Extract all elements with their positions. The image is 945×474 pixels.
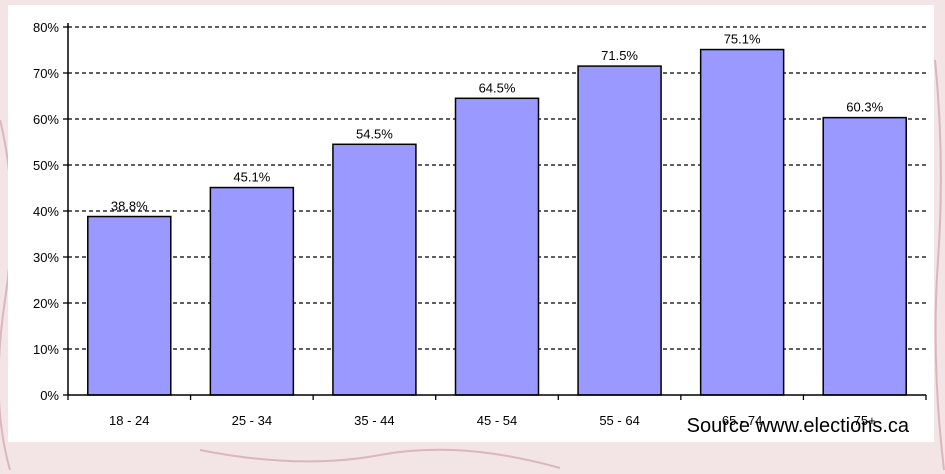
data-label-3: 64.5%	[479, 80, 516, 95]
bar-3	[454, 97, 540, 396]
x-tick-label-0: 18 - 24	[109, 413, 149, 428]
y-tick-label-10: 10%	[33, 342, 59, 357]
data-label-1: 45.1%	[233, 170, 270, 185]
y-tick-label-70: 70%	[33, 66, 59, 81]
axes	[63, 23, 927, 400]
x-tick-label-3: 45 - 54	[477, 413, 517, 428]
bar-5	[699, 48, 785, 396]
y-tick-label-40: 40%	[33, 204, 59, 219]
labels: 38.8% 45.1% 54.5% 64.5% 71.5% 75.1% 60.3% 0% 10%…	[33, 20, 884, 428]
chart-panel: 38.8% 45.1% 54.5% 64.5% 71.5% 75.1% 60.3% 0% 10%…	[8, 5, 934, 442]
bar-6	[822, 116, 907, 396]
x-tick-label-5: 65 - 74	[722, 413, 762, 428]
y-tick-label-80: 80%	[33, 20, 59, 35]
bar-1	[209, 186, 295, 396]
bar-chart: 38.8% 45.1% 54.5% 64.5% 71.5% 75.1% 60.3% 0% 10%…	[33, 20, 927, 428]
data-label-4: 71.5%	[601, 48, 638, 63]
x-tick-label-4: 55 - 64	[599, 413, 639, 428]
y-tick-label-20: 20%	[33, 296, 59, 311]
data-label-5: 75.1%	[724, 32, 761, 47]
y-tick-label-0: 0%	[40, 388, 59, 403]
bar-0	[87, 215, 172, 396]
source-note: Source www.elections.ca	[686, 415, 909, 437]
x-tick-label-1: 25 - 34	[232, 413, 272, 428]
bar-2	[332, 143, 417, 396]
y-tick-label-50: 50%	[33, 158, 59, 173]
y-tick-label-30: 30%	[33, 250, 59, 265]
bar-4	[577, 65, 662, 396]
data-label-0: 38.8%	[111, 199, 148, 214]
bars	[87, 48, 907, 396]
data-label-2: 54.5%	[356, 126, 393, 141]
x-tick-label-6: 75+	[854, 413, 876, 428]
y-tick-label-60: 60%	[33, 112, 59, 127]
x-tick-label-2: 35 - 44	[354, 413, 394, 428]
data-label-6: 60.3%	[846, 100, 883, 115]
